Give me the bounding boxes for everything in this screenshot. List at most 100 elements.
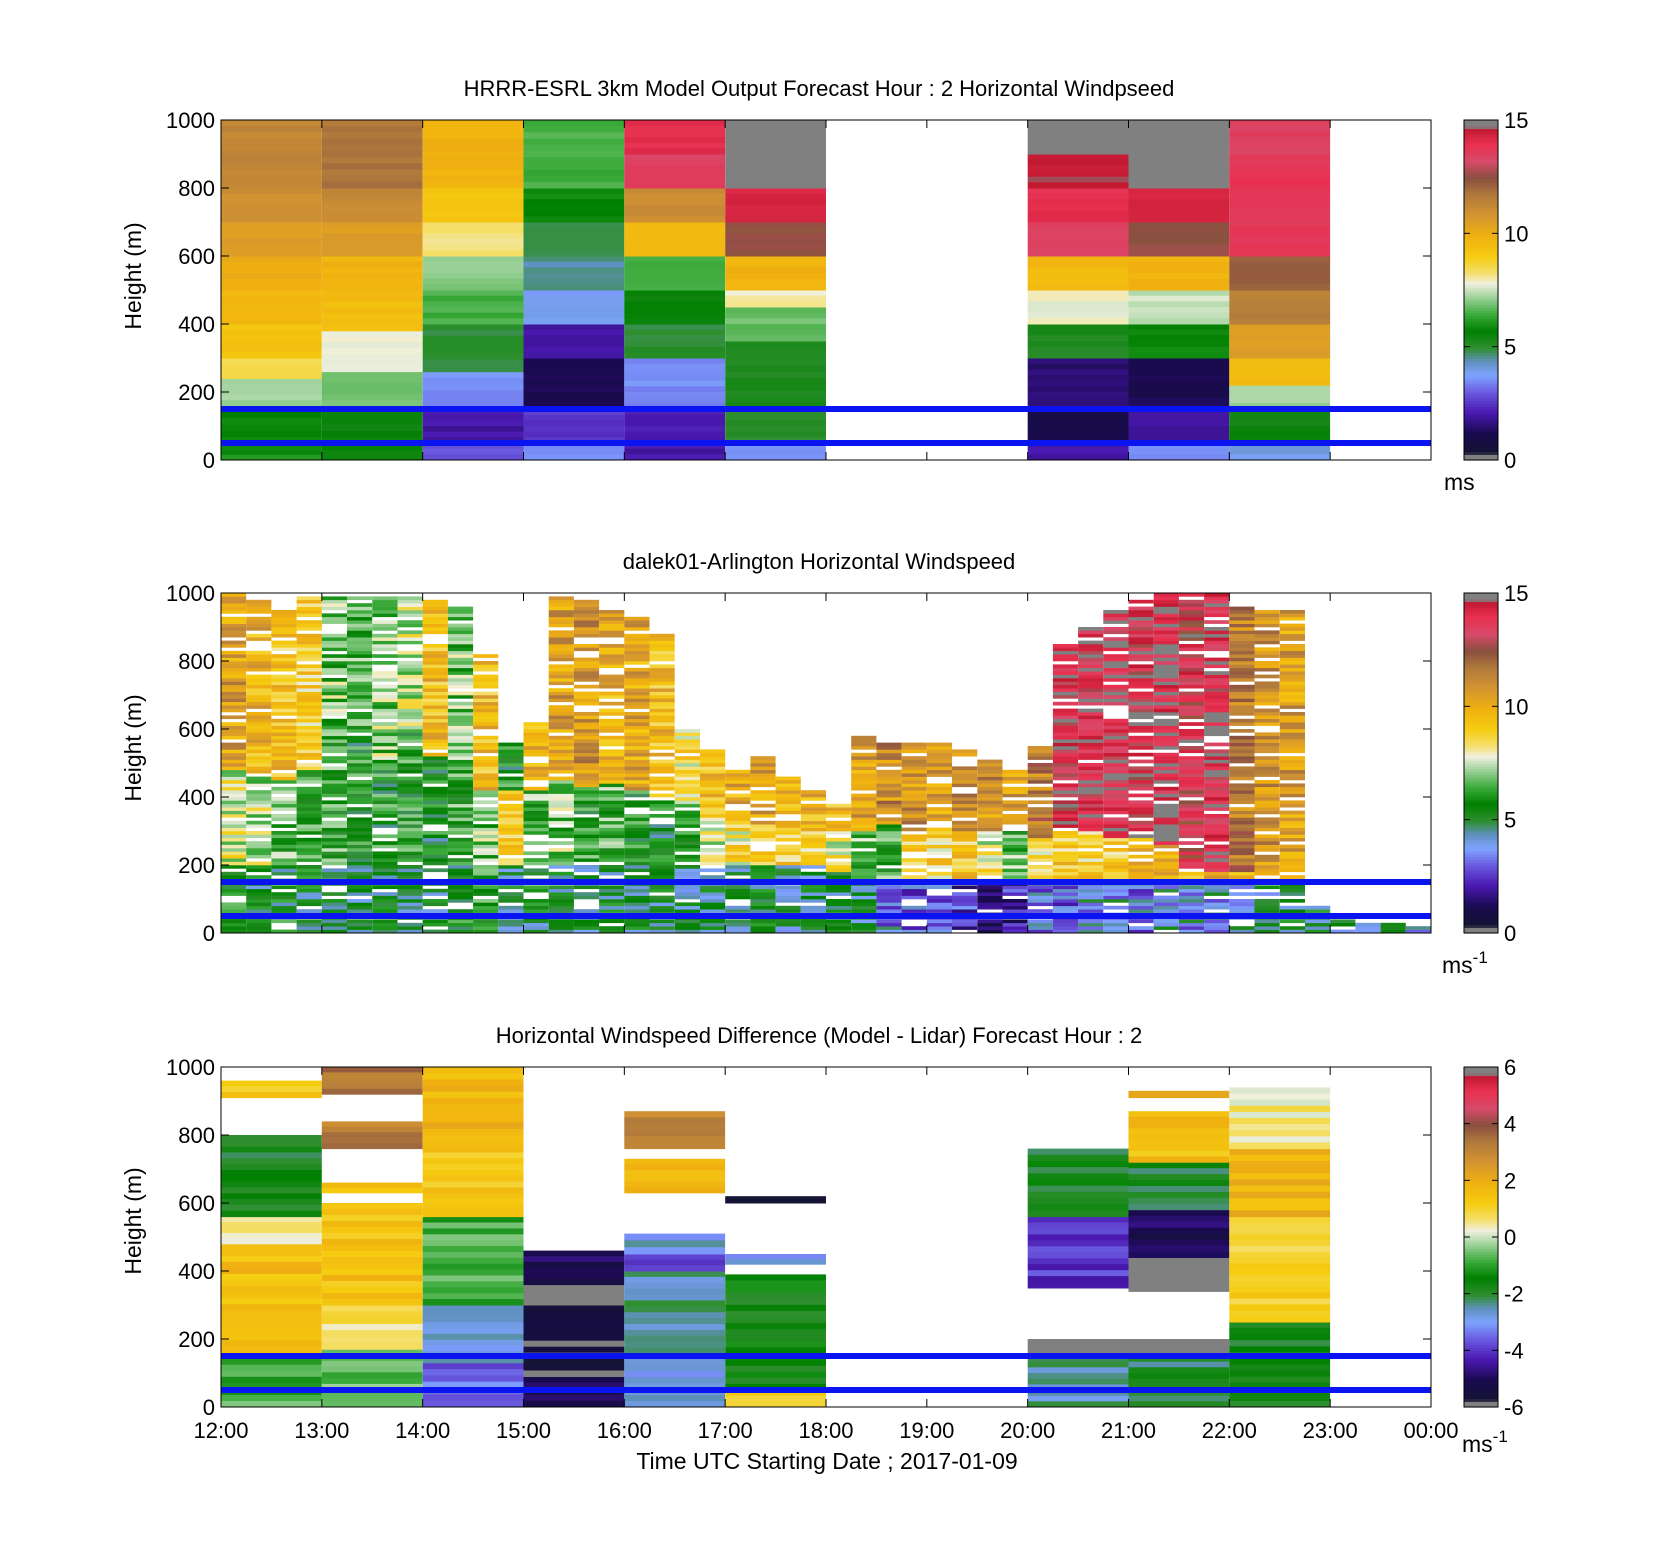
lidar-bin — [1204, 684, 1230, 689]
heatmap-cell — [221, 169, 322, 177]
lidar-bin — [447, 712, 474, 716]
lidar-bin — [926, 844, 952, 849]
heatmap-cell — [1128, 1263, 1230, 1270]
lidar-bin — [1229, 814, 1255, 818]
colorbar-swatch — [1464, 845, 1498, 849]
lidar-bin — [1052, 848, 1079, 852]
lidar-bin — [1229, 848, 1255, 852]
lidar-bin — [573, 722, 600, 726]
heatmap-cell — [1229, 341, 1331, 348]
lidar-bin — [523, 797, 549, 801]
heatmap-cell — [321, 1395, 423, 1402]
colorbar-swatch — [1464, 828, 1498, 832]
heatmap-cell — [624, 301, 726, 308]
lidar-bin — [573, 824, 600, 828]
colorbar-swatch — [1464, 907, 1498, 911]
lidar-bin — [1103, 688, 1129, 692]
heatmap-cell — [1027, 1252, 1129, 1259]
lidar-bin — [1128, 623, 1154, 628]
lidar-bin — [321, 783, 347, 788]
lidar-bin — [372, 929, 398, 934]
lidar-bin — [347, 800, 373, 805]
lidar-bin — [901, 803, 927, 808]
colorbar-swatch — [1464, 1191, 1498, 1196]
heatmap-cell — [221, 227, 322, 234]
heatmap-cell — [422, 233, 524, 240]
lidar-bin — [674, 858, 700, 862]
lidar-bin — [271, 681, 297, 686]
lidar-bin — [800, 892, 826, 896]
lidar-bin — [1153, 742, 1179, 747]
lidar-bin — [1103, 895, 1129, 900]
lidar-bin — [221, 803, 247, 808]
lidar-bin — [548, 678, 574, 682]
lidar-bin — [775, 793, 801, 798]
heatmap-cell — [725, 1292, 826, 1300]
colorbar-swatch — [1464, 649, 1498, 654]
colorbar-swatch — [1464, 1310, 1498, 1315]
lidar-bin — [573, 715, 600, 720]
heatmap-cell — [1229, 137, 1331, 144]
heatmap-cell — [422, 239, 524, 246]
heatmap-cell — [321, 394, 423, 401]
heatmap-cell — [725, 431, 826, 438]
lidar-bin — [674, 793, 700, 798]
lidar-bin — [599, 919, 625, 924]
lidar-bin — [599, 844, 625, 849]
lidar-bin — [422, 715, 448, 720]
lidar-bin — [1204, 657, 1230, 662]
lidar-bin — [347, 909, 373, 913]
heatmap-cell — [321, 1349, 423, 1356]
lidar-bin — [1128, 786, 1154, 791]
heatmap-cell — [422, 1158, 524, 1165]
y-tick-label: 400 — [178, 312, 215, 337]
heatmap-cell — [1229, 318, 1331, 325]
lidar-bin — [800, 899, 826, 903]
heatmap-cell — [1229, 154, 1331, 161]
heatmap-cell — [1229, 301, 1331, 308]
heatmap-cell — [1229, 1251, 1331, 1259]
lidar-bin — [1204, 769, 1230, 774]
lidar-bin — [1103, 752, 1129, 757]
lidar-bin — [548, 759, 574, 764]
lidar-bin — [372, 695, 398, 699]
lidar-bin — [372, 708, 398, 713]
lidar-bin — [523, 752, 549, 757]
lidar-bin — [447, 848, 474, 852]
lidar-bin — [599, 708, 625, 713]
lidar-bin — [548, 616, 574, 621]
lidar-bin — [977, 895, 1003, 900]
lidar-bin — [926, 851, 952, 856]
heatmap-cell — [422, 324, 524, 331]
heatmap-cell — [624, 363, 726, 370]
lidar-bin — [876, 899, 902, 903]
lidar-bin — [271, 688, 297, 692]
heatmap-cell — [221, 1204, 322, 1212]
lidar-bin — [271, 722, 297, 726]
lidar-bin — [624, 749, 650, 754]
lidar-bin — [901, 861, 927, 866]
colorbar-swatch — [1464, 1319, 1498, 1323]
heatmap-cell — [725, 267, 826, 274]
lidar-bin — [498, 790, 524, 794]
heatmap-cell — [1128, 216, 1230, 223]
heatmap-cell — [1027, 443, 1129, 450]
lidar-bin — [246, 926, 272, 930]
heatmap-cell — [321, 227, 423, 234]
colorbar-swatch — [1464, 366, 1498, 370]
lidar-bin — [422, 627, 448, 631]
heatmap-cell — [321, 371, 423, 378]
lidar-bin — [624, 783, 650, 788]
heatmap-cell — [725, 126, 826, 133]
lidar-bin — [347, 824, 373, 828]
lidar-bin — [422, 684, 448, 689]
colorbar-swatch — [1464, 1112, 1498, 1116]
heatmap-cell — [1128, 386, 1230, 393]
lidar-bin — [296, 756, 322, 760]
lidar-bin — [952, 926, 978, 930]
lidar-bin — [1204, 831, 1230, 835]
lidar-bin — [1128, 892, 1154, 896]
lidar-bin — [498, 841, 524, 845]
heatmap-cell — [1027, 358, 1129, 365]
heatmap-cell — [725, 1323, 826, 1330]
